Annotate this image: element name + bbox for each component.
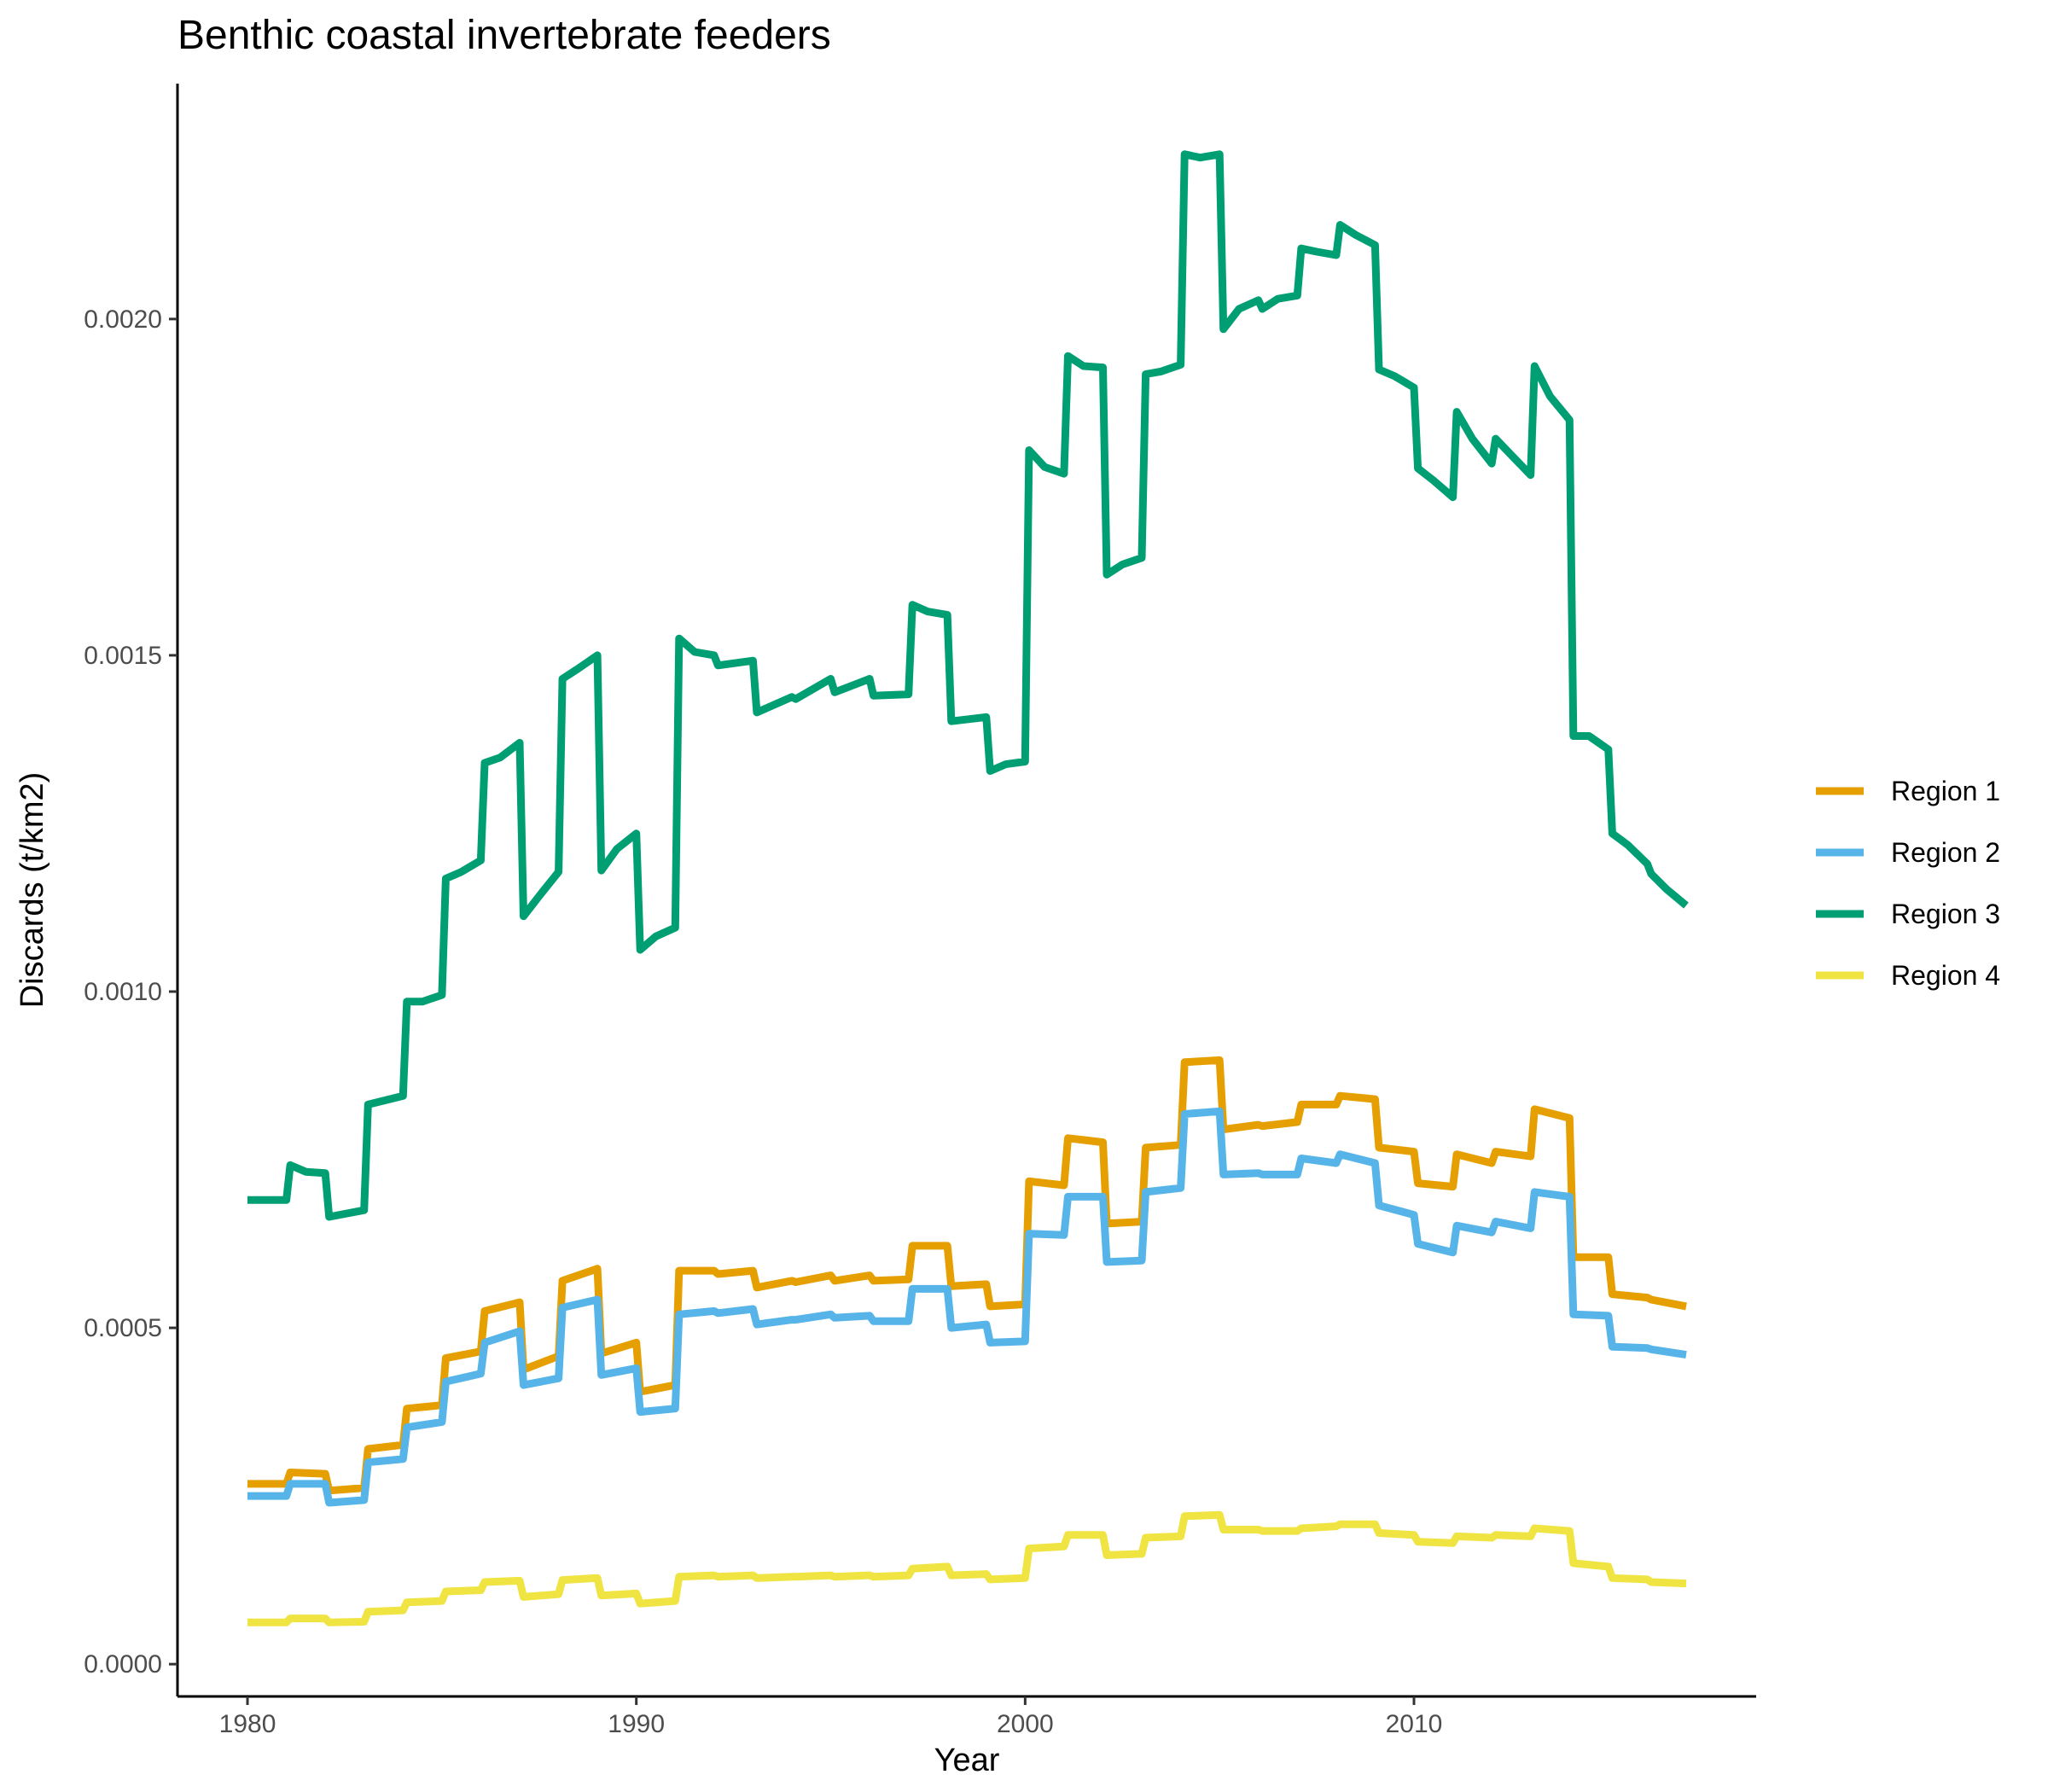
axes (176, 84, 1756, 1698)
y-tick-label: 0.0015 (84, 642, 162, 670)
x-tick-label: 1980 (219, 1710, 276, 1738)
series-line-region-4 (247, 1510, 1687, 1626)
legend-label-region-3: Region 3 (1891, 899, 2000, 929)
y-tick-label: 0.0010 (84, 978, 162, 1006)
series-line-region-2 (247, 1107, 1687, 1507)
legend-label-region-2: Region 2 (1891, 837, 2000, 868)
chart-title: Benthic coastal invertebrate feeders (177, 13, 831, 58)
series-line-region-3 (247, 150, 1689, 1221)
x-tick-label: 1990 (608, 1710, 665, 1738)
y-tick-label: 0.0005 (84, 1314, 162, 1342)
y-tick-label: 0.0000 (84, 1650, 162, 1679)
legend: Region 1 Region 2 Region 3 Region 4 (1816, 776, 2000, 991)
legend-label-region-1: Region 1 (1891, 776, 2000, 806)
x-tick-label: 2000 (997, 1710, 1054, 1738)
series-lines (247, 150, 1689, 1626)
series-line-region-1 (247, 1056, 1687, 1495)
x-ticks: 1980 1990 2000 2010 (219, 1696, 1443, 1738)
y-ticks: 0.0000 0.0005 0.0010 0.0015 0.0020 (84, 305, 177, 1679)
y-tick-label: 0.0020 (84, 305, 162, 334)
x-axis-title: Year (934, 1743, 1000, 1778)
y-axis-title: Discards (t/km2) (15, 772, 50, 1009)
x-tick-label: 2010 (1386, 1710, 1443, 1738)
legend-label-region-4: Region 4 (1891, 960, 2000, 991)
